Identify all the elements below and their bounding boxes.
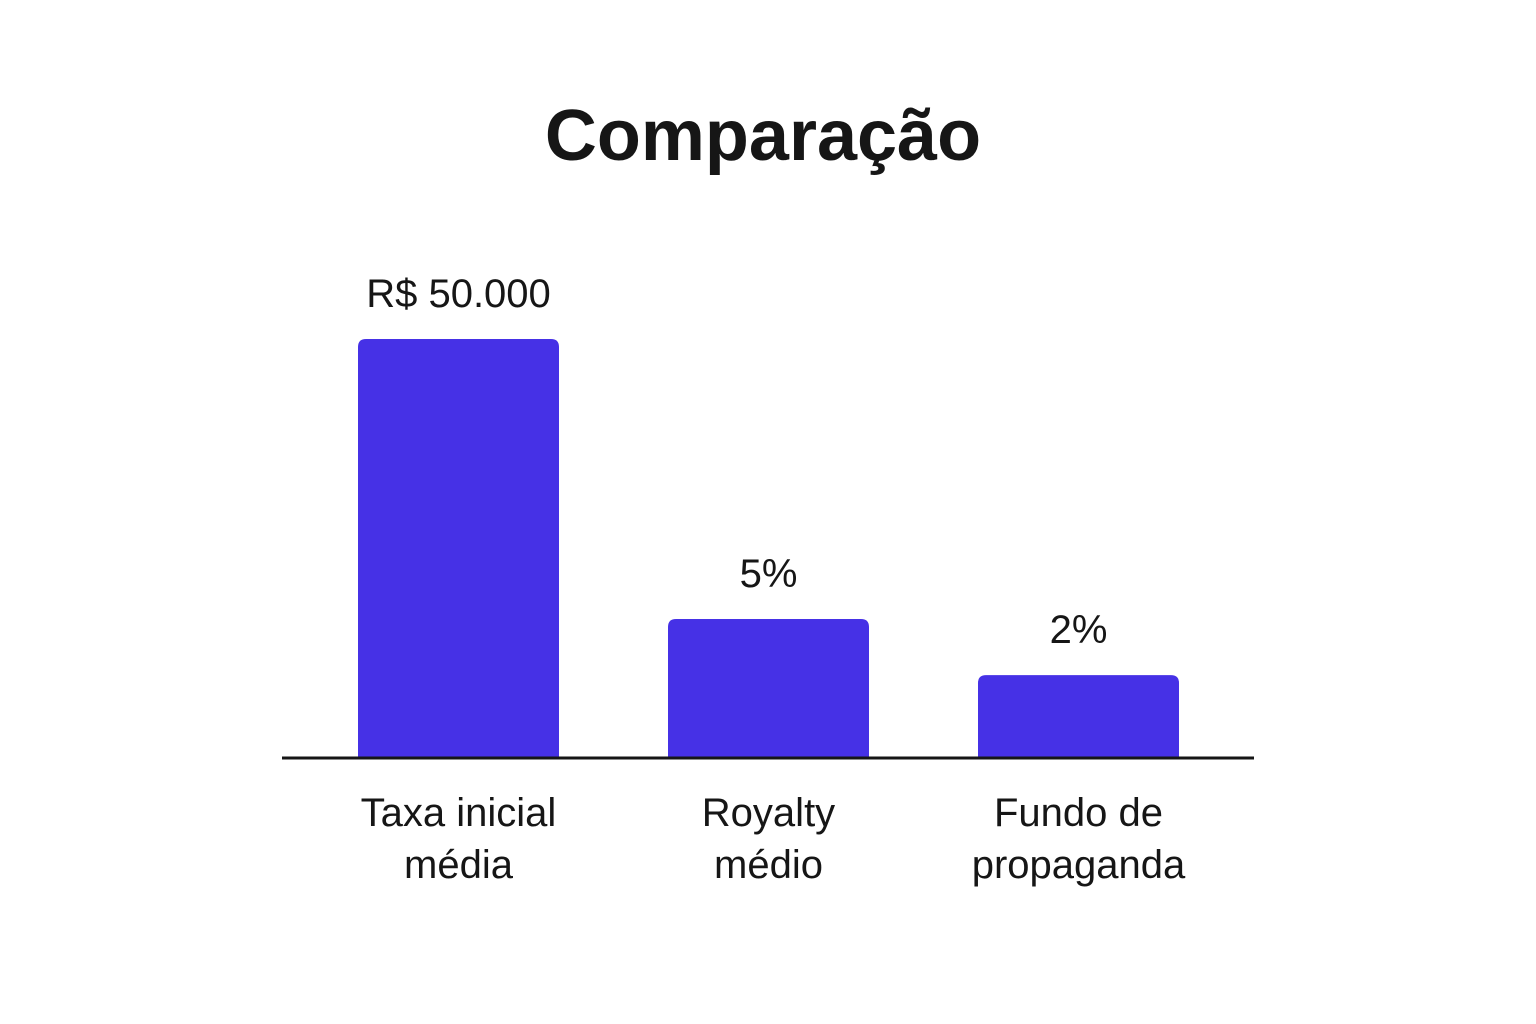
category-label-1-line-1: médio bbox=[714, 843, 823, 887]
data-label-2: 2% bbox=[1050, 608, 1108, 652]
bars-group bbox=[358, 339, 1179, 757]
data-label-1: 5% bbox=[740, 552, 798, 596]
category-label-0-line-0: Taxa inicial bbox=[361, 791, 557, 835]
chart-title: Comparação bbox=[545, 96, 981, 176]
bar-0 bbox=[358, 339, 559, 757]
data-label-0: R$ 50.000 bbox=[366, 272, 551, 316]
category-label-0-line-1: média bbox=[404, 843, 514, 887]
category-label-1-line-0: Royalty bbox=[702, 791, 835, 835]
labels-group: R$ 50.000 Taxa inicial média 5% Royalty médio… bbox=[361, 272, 1186, 887]
category-label-2-line-1: propaganda bbox=[972, 843, 1186, 887]
bar-1 bbox=[668, 619, 869, 757]
category-label-2-line-0: Fundo de bbox=[994, 791, 1163, 835]
bar-2 bbox=[978, 675, 1179, 757]
